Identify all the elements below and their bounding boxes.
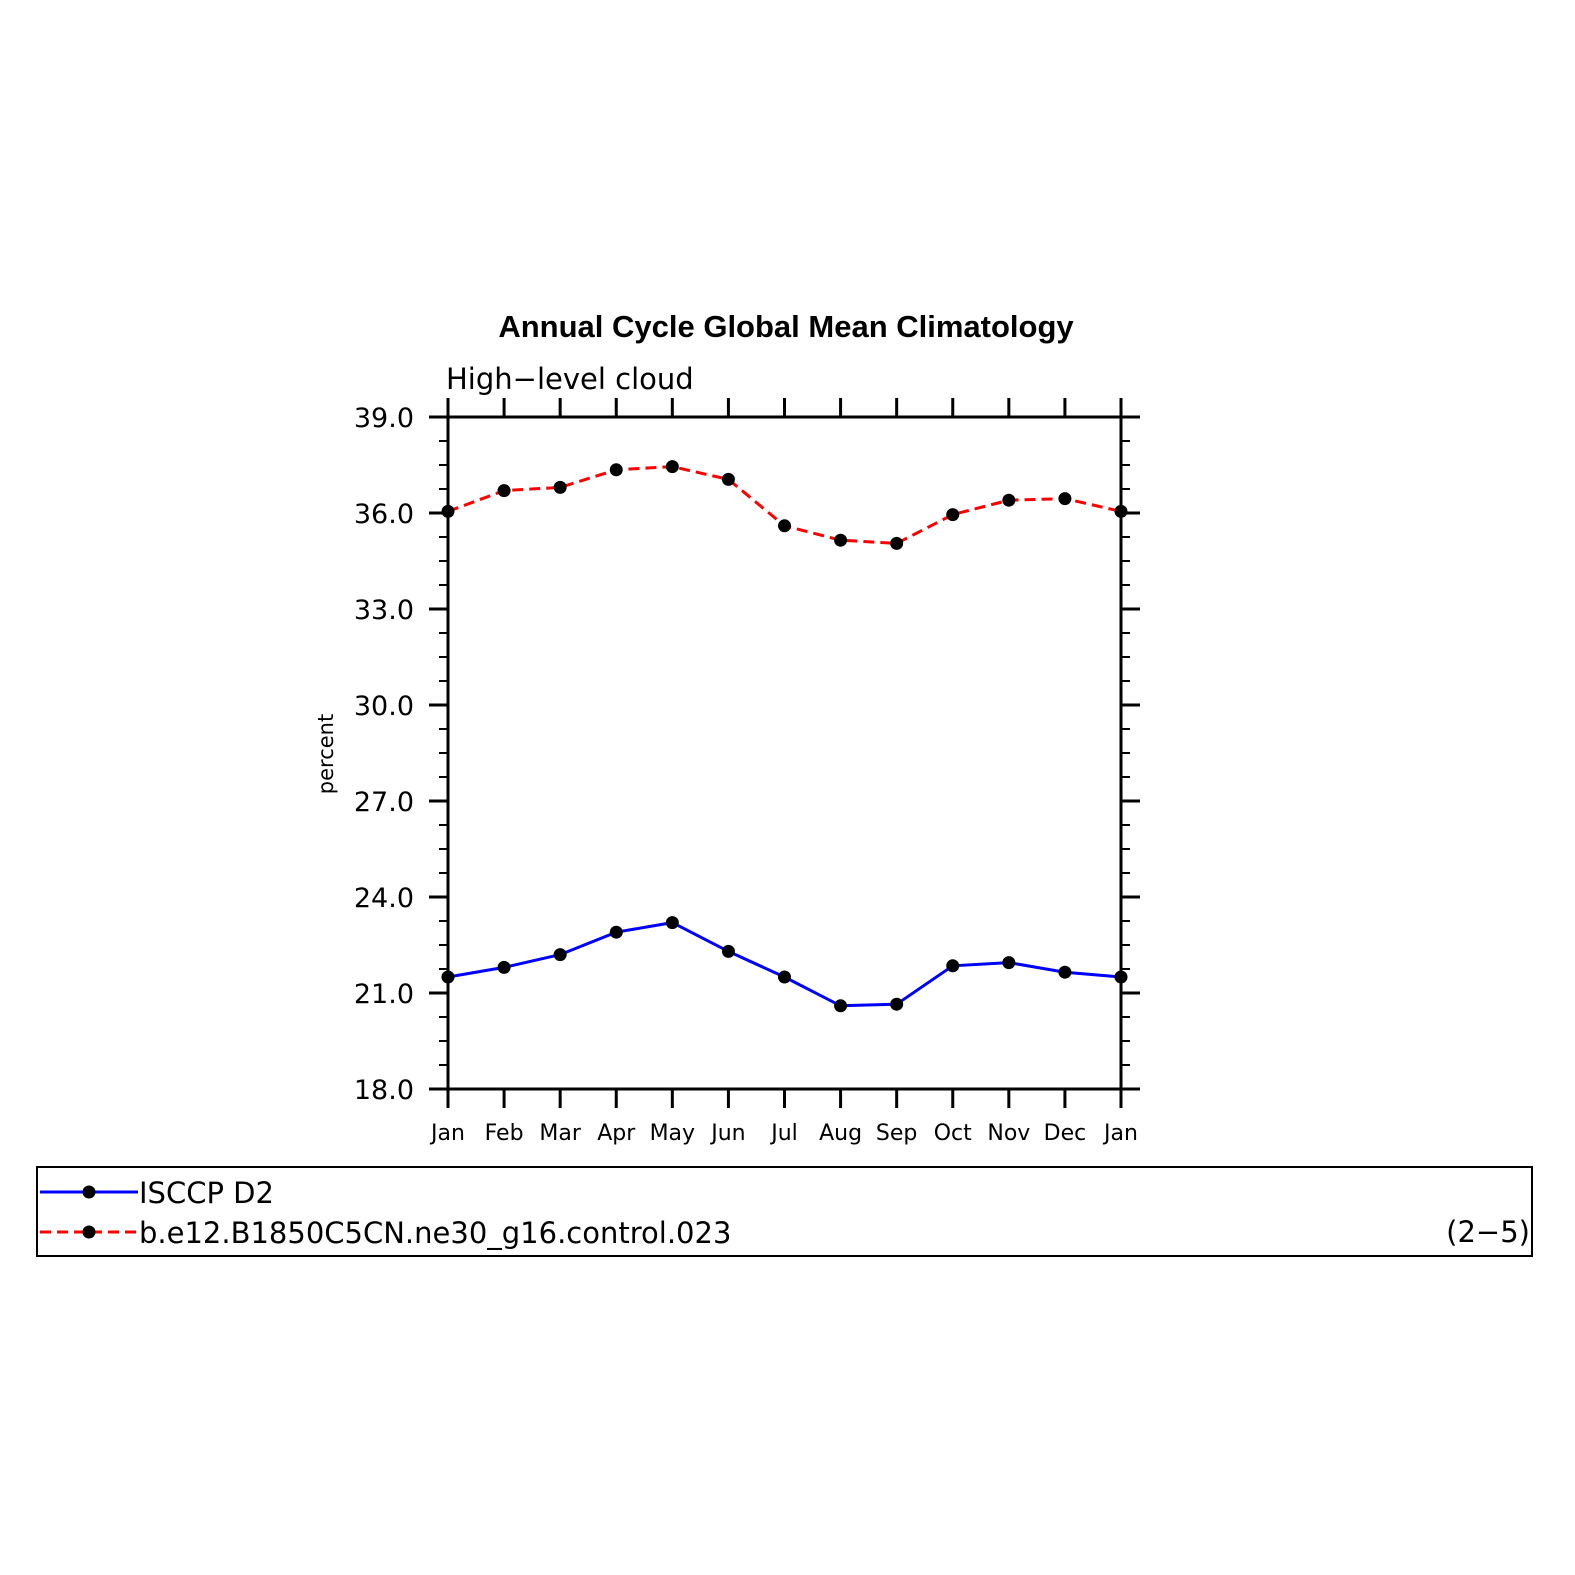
data-point	[890, 997, 904, 1011]
data-point	[665, 460, 679, 474]
data-point	[441, 970, 455, 984]
data-point	[946, 959, 960, 973]
data-point	[1114, 504, 1128, 518]
data-point	[721, 472, 735, 486]
data-point	[497, 960, 511, 974]
panel-label: (2−5)	[1446, 1215, 1530, 1249]
legend: ISCCP D2 b.e12.B1850C5CN.ne30_g16.control…	[36, 1166, 1533, 1257]
data-point	[1002, 493, 1016, 507]
data-point	[834, 533, 848, 547]
chart-subtitle: High−level cloud	[446, 362, 694, 396]
data-point	[1058, 492, 1072, 506]
legend-box	[36, 1166, 1533, 1257]
plot-border	[446, 415, 1123, 1091]
x-tick-label: May	[650, 1121, 695, 1146]
series-0	[441, 916, 1128, 1013]
x-tick-label: Jun	[709, 1121, 745, 1146]
series-1	[441, 460, 1128, 550]
legend-label: ISCCP D2	[139, 1176, 274, 1210]
legend-marker	[82, 1185, 96, 1199]
data-point	[553, 948, 567, 962]
x-tick-label: Oct	[934, 1121, 972, 1146]
x-tick-label: Apr	[597, 1121, 636, 1146]
y-tick-label: 30.0	[354, 691, 414, 722]
data-point	[778, 970, 791, 984]
x-tick-label: Jan	[1102, 1121, 1138, 1146]
chart-title: Annual Cycle Global Mean Climatology	[498, 309, 1074, 344]
y-tick-label: 39.0	[354, 403, 414, 434]
x-tick-label: Mar	[539, 1121, 581, 1146]
plot-frame	[446, 415, 1123, 1091]
tick-labels: 18.0 21.0 24.0 27.0 30.0 33.0 36.0 39.0 Jan Feb Ma…	[354, 403, 1138, 1146]
data-point	[1002, 956, 1016, 970]
series-line	[447, 921, 1122, 1008]
y-tick-label: 24.0	[354, 883, 414, 914]
data-point	[441, 504, 455, 518]
data-point	[1058, 965, 1072, 979]
data-point	[721, 944, 735, 958]
data-point	[497, 484, 511, 498]
data-point	[890, 536, 904, 550]
y-axis-label: percent	[314, 714, 338, 794]
data-point	[946, 508, 960, 522]
data-point	[609, 925, 623, 939]
data-point	[834, 999, 848, 1013]
y-tick-label: 27.0	[354, 787, 414, 818]
data-point	[778, 519, 791, 533]
x-tick-label: Nov	[987, 1121, 1030, 1146]
y-tick-label: 21.0	[354, 979, 414, 1010]
data-point	[1114, 970, 1128, 984]
x-tick-label: Aug	[819, 1121, 862, 1146]
x-tick-label: Sep	[876, 1121, 917, 1146]
series-layer	[441, 460, 1128, 1013]
y-tick-label: 36.0	[354, 499, 414, 530]
x-tick-label: Feb	[485, 1121, 524, 1146]
data-point	[553, 480, 567, 494]
x-tick-label: Jan	[429, 1121, 465, 1146]
axis-ticks	[429, 398, 1140, 1108]
x-tick-label: Dec	[1044, 1121, 1087, 1146]
data-point	[609, 463, 623, 477]
legend-label: b.e12.B1850C5CN.ne30_g16.control.023	[139, 1216, 731, 1250]
legend-marker	[82, 1225, 96, 1239]
x-tick-label: Jul	[769, 1121, 798, 1146]
data-point	[665, 916, 679, 930]
y-tick-label: 18.0	[354, 1075, 414, 1106]
y-tick-label: 33.0	[354, 595, 414, 626]
